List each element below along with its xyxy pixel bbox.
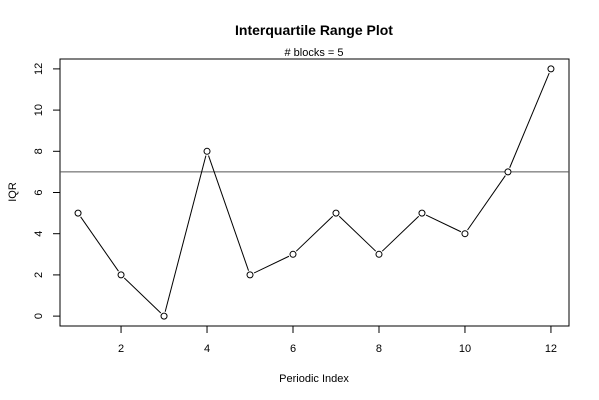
y-tick-label: 10 [33,104,45,116]
chart-subtitle: # blocks = 5 [284,47,343,59]
series-segment [467,175,506,231]
data-point [160,312,168,320]
series-segment [295,215,334,252]
data-point [246,271,254,279]
x-tick-label: 8 [376,343,382,355]
x-tick-label: 10 [459,343,471,355]
series-segment [381,215,420,252]
plot-frame [59,58,570,327]
y-axis-label: IQR [7,182,19,202]
y-tick-label: 0 [33,313,45,319]
data-point [375,250,383,258]
series-segment [253,255,290,274]
series-segment [509,72,550,168]
x-tick-label: 4 [204,343,210,355]
x-axis: 2 4 6 8 10 12 [118,326,557,355]
series-segment [80,216,119,272]
series-segment [208,155,250,271]
data-point [547,65,555,73]
series-segment [425,214,462,233]
y-tick-label: 6 [33,189,45,195]
y-axis: 0 2 4 6 8 10 12 [33,63,60,319]
data-point [203,147,211,155]
x-tick-label: 2 [118,343,124,355]
x-axis-label: Periodic Index [279,373,349,385]
data-point [461,230,469,238]
series-segment [123,277,162,314]
data-point [332,209,340,217]
y-tick-label: 8 [33,148,45,154]
series-segment [164,155,207,312]
y-tick-label: 2 [33,272,45,278]
data-point [74,209,82,217]
chart-title: Interquartile Range Plot [235,22,393,38]
data-point [289,250,297,258]
data-point [418,209,426,217]
data-point [504,168,512,176]
series-segment [338,215,377,252]
x-tick-label: 12 [545,343,557,355]
y-tick-label: 4 [33,231,45,237]
series-layer [74,65,555,320]
x-tick-label: 6 [290,343,296,355]
data-point [117,271,125,279]
y-tick-label: 12 [33,63,45,75]
